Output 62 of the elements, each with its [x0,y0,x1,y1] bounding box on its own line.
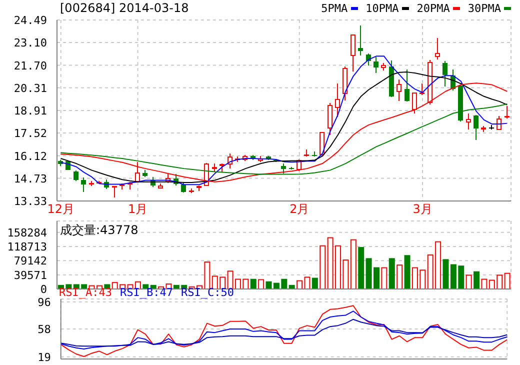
legend-label: 5PMA [321,2,348,15]
candlestick [420,83,425,96]
text: RSI_B:47 [120,286,173,299]
bar [381,267,388,289]
bar [350,239,356,289]
y-tick-label: 13.33 [14,195,47,208]
candlestick [396,79,402,102]
text: RSI_C:50 [180,286,234,299]
bar [312,278,318,289]
bar [466,274,472,289]
legend-label: 30PMA [468,2,501,15]
y-tick-label: 16.12 [14,150,47,163]
legend-label: 20PMA [416,2,450,15]
bar [250,278,256,289]
bar [142,284,149,289]
legend-label: 10PMA [366,2,399,15]
candlestick [81,176,86,192]
bar [258,279,264,289]
bar [388,258,395,289]
bar [481,278,488,289]
candlestick [88,180,94,187]
x-tick-label: 1月 [128,202,148,216]
line-series [60,310,508,350]
candlestick [373,56,378,74]
candlestick [442,60,448,87]
x-tick-label: 2月 [290,202,310,216]
bar [320,245,326,289]
y-tick-label: 58 [38,323,51,336]
candlestick [435,37,440,60]
y-tick-label: 17.52 [14,127,47,140]
x-tick-label: 3月 [412,202,432,216]
chart-title: [002684] 2014-03-18 [60,1,189,15]
text: RSI_A:43 [59,286,112,299]
y-tick-label: 20.31 [14,82,47,95]
bar [504,272,510,289]
y-tick-label: 21.70 [14,59,47,72]
candlestick [466,112,471,130]
bar [396,264,403,289]
candlestick [381,62,386,71]
x-tick-label: 12月 [47,202,74,216]
candlestick [73,170,78,182]
bar [404,255,410,289]
bar [442,259,449,289]
bar [474,271,480,289]
y-tick-label: 24.49 [14,14,47,27]
candlestick [474,116,479,141]
chart-title: 成交量:43778 [60,222,138,239]
candlestick [358,24,364,56]
y-tick-label: 118713 [7,240,47,254]
y-tick-label: 79142 [14,254,47,268]
y-tick-label: 19 [38,350,51,364]
y-tick-label: 96 [38,296,51,309]
y-tick-label: 14.73 [14,172,47,186]
y-tick-label: 0 [40,283,47,296]
candlestick [188,188,194,194]
line-series [60,318,508,347]
y-tick-label: 39571 [14,268,47,282]
y-tick-label: 23.10 [14,36,47,50]
bar [358,247,364,289]
candlestick [142,170,148,176]
y-tick-label: 158284 [7,226,48,240]
y-tick-label: 18.91 [14,104,47,118]
